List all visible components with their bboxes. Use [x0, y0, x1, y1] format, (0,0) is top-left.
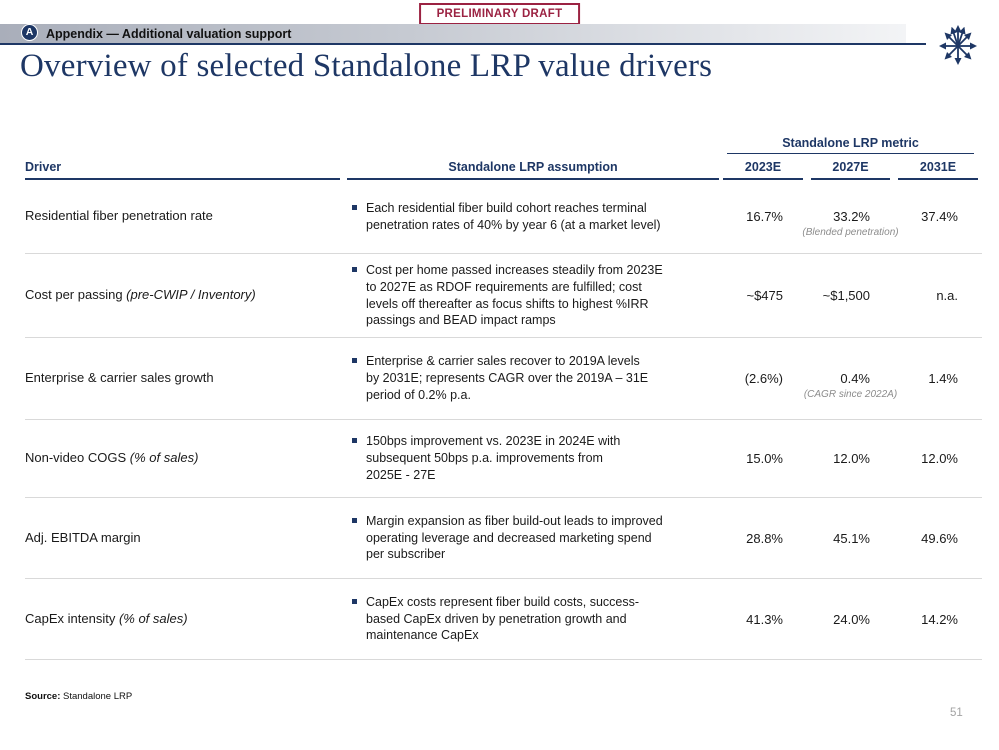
assumption-text: Margin expansion as fiber build-out lead…: [366, 513, 663, 562]
table-row: Adj. EBITDA margin Margin expansion as f…: [25, 498, 982, 579]
value-text: 15.0%: [746, 451, 783, 466]
value-text: 0.4%: [840, 371, 870, 386]
bullet-square-icon: [352, 267, 357, 272]
metric-value-2027e: ~$1,500: [807, 254, 894, 337]
value-text: 24.0%: [833, 611, 870, 627]
column-header-2027e: 2027E: [811, 154, 890, 180]
section-header-bar: A Appendix — Additional valuation suppor…: [0, 24, 906, 43]
assumption-cell: 150bps improvement vs. 2023E in 2024E wi…: [347, 433, 719, 483]
column-header-2023e: 2023E: [723, 154, 803, 180]
value-text: 28.8%: [746, 530, 783, 546]
driver-label: Non-video COGS: [25, 450, 130, 466]
metric-value-2023e: 15.0%: [719, 420, 807, 497]
table-row: CapEx intensity (% of sales) CapEx costs…: [25, 579, 982, 660]
table-row: Enterprise & carrier sales growth Enterp…: [25, 338, 982, 420]
value-text: 41.3%: [746, 611, 783, 627]
driver-label: Cost per passing: [25, 287, 127, 303]
metric-value-2023e: (2.6%): [719, 338, 807, 419]
column-header-2031e: 2031E: [898, 154, 978, 180]
value-text: 14.2%: [921, 611, 958, 627]
driver-cell: Enterprise & carrier sales growth: [25, 370, 347, 387]
driver-label: CapEx intensity: [25, 610, 119, 626]
metric-value-2023e: ~$475: [719, 254, 807, 337]
metric-value-2027e: 12.0%: [807, 420, 894, 497]
starburst-logo-icon: [939, 25, 977, 65]
bullet-square-icon: [352, 438, 357, 444]
metric-value-2023e: 41.3%: [719, 579, 807, 659]
driver-label: Residential fiber penetration rate: [25, 208, 213, 224]
assumption-text: Cost per home passed increases steadily …: [366, 263, 663, 328]
assumption-cell: Margin expansion as fiber build-out lead…: [347, 513, 719, 563]
metric-value-2031e: 14.2%: [894, 579, 982, 659]
value-text: 33.2%: [833, 209, 870, 224]
page-number: 51: [950, 707, 963, 719]
appendix-a-badge-icon: A: [21, 24, 38, 41]
metric-value-2031e: 49.6%: [894, 498, 982, 578]
page-title: Overview of selected Standalone LRP valu…: [20, 48, 713, 84]
metric-group-header: Standalone LRP metric: [727, 136, 974, 154]
table-row: Cost per passing (pre-CWIP / Inventory) …: [25, 254, 982, 338]
value-text: 37.4%: [921, 209, 958, 224]
value-text: 49.6%: [921, 530, 958, 546]
column-header-assumption: Standalone LRP assumption: [347, 154, 719, 180]
value-text: (2.6%): [744, 371, 783, 386]
column-header-driver: Driver: [25, 154, 340, 180]
driver-label-italic: (pre-CWIP / Inventory): [126, 287, 256, 303]
metric-value-2031e: 37.4%: [894, 180, 982, 253]
assumption-text: 150bps improvement vs. 2023E in 2024E wi…: [366, 434, 621, 482]
source-text: Standalone LRP: [60, 691, 133, 702]
metric-value-2031e: n.a.: [894, 254, 982, 337]
section-title: Appendix — Additional valuation support: [46, 27, 292, 41]
metric-value-2023e: 28.8%: [719, 498, 807, 578]
assumption-text: CapEx costs represent fiber build costs,…: [366, 594, 640, 643]
bullet-square-icon: [352, 204, 357, 210]
value-text: 45.1%: [833, 530, 870, 546]
preliminary-draft-stamp: PRELIMINARY DRAFT: [418, 3, 581, 25]
value-footnote: (Blended penetration): [802, 226, 899, 238]
assumption-cell: Cost per home passed increases steadily …: [347, 262, 719, 329]
assumption-cell: Enterprise & carrier sales recover to 20…: [347, 353, 719, 403]
table-row: Non-video COGS (% of sales) 150bps impro…: [25, 420, 982, 498]
value-text: 12.0%: [833, 451, 870, 466]
source-note: Source: Standalone LRP: [25, 691, 132, 702]
value-text: ~$475: [746, 288, 783, 303]
assumption-cell: Each residential fiber build cohort reac…: [347, 200, 719, 234]
table-header: Standalone LRP metric Driver Standalone …: [25, 136, 982, 180]
table-row: Residential fiber penetration rate Each …: [25, 180, 982, 254]
driver-label-italic: (% of sales): [129, 450, 199, 466]
bullet-square-icon: [352, 598, 357, 604]
assumption-text: Enterprise & carrier sales recover to 20…: [366, 354, 649, 402]
metric-value-2023e: 16.7%: [719, 180, 807, 253]
value-text: n.a.: [936, 288, 958, 303]
metric-value-2031e: 1.4%: [894, 338, 982, 419]
metric-value-2027e: 45.1%: [807, 498, 894, 578]
header-rule: [0, 43, 926, 45]
driver-label: Enterprise & carrier sales growth: [25, 370, 214, 386]
driver-label-italic: (% of sales): [118, 610, 188, 626]
driver-label: Adj. EBITDA margin: [25, 529, 141, 545]
value-drivers-table: Standalone LRP metric Driver Standalone …: [25, 136, 982, 660]
value-text: 16.7%: [746, 209, 783, 224]
source-label: Source:: [25, 691, 61, 702]
driver-cell: Cost per passing (pre-CWIP / Inventory): [25, 287, 347, 304]
value-text: 12.0%: [921, 451, 958, 466]
value-text: ~$1,500: [822, 288, 870, 303]
driver-cell: Residential fiber penetration rate: [25, 208, 347, 225]
metric-value-2027e: 33.2% (Blended penetration): [802, 180, 898, 253]
metric-value-2027e: 24.0%: [807, 579, 894, 659]
bullet-square-icon: [352, 358, 357, 364]
bullet-square-icon: [352, 517, 357, 523]
metric-value-2031e: 12.0%: [894, 420, 982, 497]
value-text: 1.4%: [928, 371, 958, 386]
value-footnote: (CAGR since 2022A): [803, 388, 898, 400]
assumption-cell: CapEx costs represent fiber build costs,…: [347, 594, 719, 644]
driver-cell: Non-video COGS (% of sales): [25, 450, 347, 467]
driver-cell: Adj. EBITDA margin: [25, 530, 347, 547]
driver-cell: CapEx intensity (% of sales): [25, 611, 347, 628]
assumption-text: Each residential fiber build cohort reac…: [366, 200, 661, 232]
metric-value-2027e: 0.4% (CAGR since 2022A): [803, 338, 898, 419]
